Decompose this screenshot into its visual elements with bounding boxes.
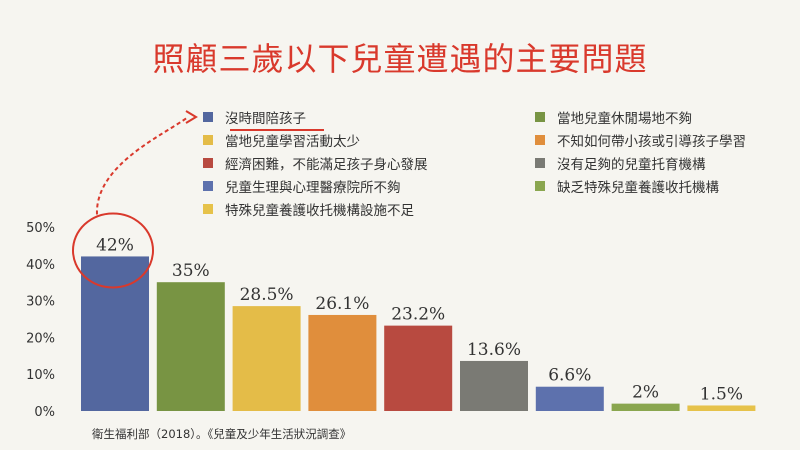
bar-value-label: 13.6% <box>467 340 521 360</box>
legend-swatch <box>535 135 545 145</box>
legend-label: 沒時間陪孩子 <box>225 111 306 127</box>
bar-value-label: 2% <box>632 383 659 403</box>
bar-value-label: 26.1% <box>315 294 369 314</box>
legend-label: 經濟困難，不能滿足孩子身心發展 <box>225 157 428 173</box>
bar <box>384 325 453 411</box>
legend-label: 不知如何帶小孩或引導孩子學習 <box>557 134 746 150</box>
legend-item: 當地兒童學習活動太少 <box>203 130 360 150</box>
y-tick-label: 50% <box>26 221 55 236</box>
bar-value-label: 35% <box>172 261 210 281</box>
bar <box>611 403 680 411</box>
legend-label: 沒有足夠的兒童托育機構 <box>557 157 706 173</box>
legend-label: 當地兒童學習活動太少 <box>225 134 360 150</box>
legend-label: 缺乏特殊兒童養護收托機構 <box>557 180 719 196</box>
y-tick-label: 20% <box>26 331 55 346</box>
legend-swatch <box>535 181 545 191</box>
highlight-arrow <box>95 116 189 215</box>
legend-swatch <box>203 135 213 145</box>
y-tick-label: 0% <box>34 405 55 420</box>
legend-item: 兒童生理與心理醫療院所不夠 <box>203 176 401 196</box>
bar <box>156 282 225 411</box>
bar-value-label: 1.5% <box>700 384 743 404</box>
legend-label: 特殊兒童養護收托機構設施不足 <box>225 203 414 219</box>
legend-item: 特殊兒童養護收托機構設施不足 <box>203 199 414 219</box>
legend-swatch <box>535 158 545 168</box>
bar <box>460 360 528 411</box>
legend-swatch <box>203 181 213 191</box>
highlight-circle <box>72 212 154 289</box>
bar <box>232 306 301 411</box>
legend-item: 不知如何帶小孩或引導孩子學習 <box>535 130 746 150</box>
bar <box>535 386 604 411</box>
highlight-underline <box>230 129 324 131</box>
bar-value-label: 23.2% <box>391 305 445 325</box>
source-note: 衛生福利部（2018）。《兒童及少年生活狀況調查》 <box>92 427 352 441</box>
legend-item: 經濟困難，不能滿足孩子身心發展 <box>203 153 428 173</box>
arrow-head <box>185 110 198 124</box>
bar-value-label: 6.6% <box>548 366 591 386</box>
legend-swatch <box>203 112 213 122</box>
legend-item: 沒有足夠的兒童托育機構 <box>535 153 706 173</box>
y-tick-label: 30% <box>26 295 55 310</box>
bar-value-label: 28.5% <box>240 285 294 305</box>
bar-value-label: 42% <box>96 235 134 255</box>
legend-item: 缺乏特殊兒童養護收托機構 <box>535 176 719 196</box>
y-tick-label: 40% <box>26 258 55 273</box>
y-tick-label: 10% <box>26 368 55 383</box>
legend-swatch <box>535 112 545 122</box>
legend-swatch <box>203 204 213 214</box>
legend-item: 沒時間陪孩子 <box>203 107 306 127</box>
bar <box>308 314 377 411</box>
legend-swatch <box>203 158 213 168</box>
legend-label: 當地兒童休閒場地不夠 <box>557 111 692 127</box>
legend-item: 當地兒童休閒場地不夠 <box>535 107 692 127</box>
chart-title: 照顧三歲以下兒童遭遇的主要問題 <box>152 40 648 78</box>
legend-label: 兒童生理與心理醫療院所不夠 <box>225 180 401 196</box>
bar <box>687 405 756 411</box>
